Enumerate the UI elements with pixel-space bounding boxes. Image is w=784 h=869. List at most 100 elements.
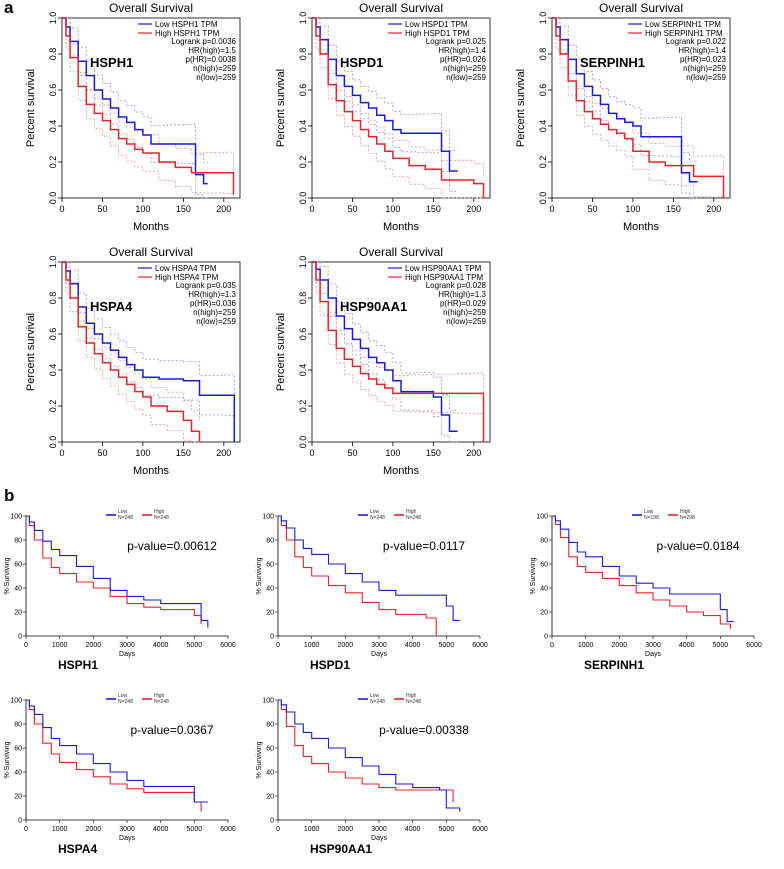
survival-line-low bbox=[312, 261, 458, 432]
y-tick-label: 40 bbox=[14, 586, 22, 593]
panel-a-label: a bbox=[4, 0, 14, 17]
y-tick-label: 60 bbox=[540, 562, 548, 569]
x-tick-label: 5000 bbox=[439, 826, 455, 833]
legend-label-low: Low HSPA4 TPM bbox=[155, 264, 217, 273]
x-tick-label: 100 bbox=[385, 448, 400, 458]
x-tick-label: 50 bbox=[97, 204, 107, 214]
y-axis-label: Percent survival bbox=[275, 69, 287, 147]
y-tick-label: 0.8 bbox=[48, 48, 58, 61]
x-tick-label: 150 bbox=[666, 204, 681, 214]
panel-b-label: b bbox=[4, 486, 15, 505]
ci-band-low-lower bbox=[62, 261, 235, 442]
x-tick-label: 5000 bbox=[187, 642, 203, 649]
x-tick-label: 1000 bbox=[304, 826, 320, 833]
x-tick-label: 3000 bbox=[371, 826, 387, 833]
x-axis-label: Months bbox=[623, 221, 660, 233]
km-plot-hspd1-gepia: Overall Survival 0.0 0.2 0.4 0.6 0.8 1.0 0 50 100… bbox=[275, 1, 491, 233]
y-axis-label: Percent survival bbox=[275, 313, 287, 391]
y-axis-label: Percent survival bbox=[25, 69, 37, 147]
survival-line-low bbox=[26, 699, 208, 803]
x-tick-label: 100 bbox=[385, 204, 400, 214]
stat-text: p(HR)=0.023 bbox=[680, 55, 727, 64]
y-tick-label: 60 bbox=[266, 562, 274, 569]
x-tick-label: 2000 bbox=[612, 642, 628, 649]
survival-line-high bbox=[278, 699, 454, 802]
y-tick-label: 0.4 bbox=[48, 364, 58, 377]
x-tick-label: 6000 bbox=[220, 642, 236, 649]
y-tick-label: 0.2 bbox=[298, 156, 308, 169]
km-plot-hsp90aa1-gepia: Overall Survival 0.0 0.2 0.4 0.6 0.8 1.0 0 50 100… bbox=[275, 245, 491, 477]
x-axis-label: Months bbox=[133, 221, 170, 233]
x-tick-label: 4000 bbox=[405, 642, 421, 649]
y-tick-label: 0.2 bbox=[48, 400, 58, 413]
x-tick-label: 0 bbox=[309, 448, 314, 458]
x-tick-label: 150 bbox=[426, 448, 441, 458]
legend-n-low: N=248 bbox=[370, 515, 385, 521]
y-tick-label: 0.0 bbox=[538, 192, 548, 205]
gene-label-hspd1: HSPD1 bbox=[340, 55, 383, 70]
p-value-text: p-value=0.00338 bbox=[379, 723, 469, 737]
survival-line-high bbox=[26, 515, 202, 624]
survival-line-high bbox=[552, 17, 725, 198]
x-axis-label: Months bbox=[383, 465, 420, 477]
survival-line-high bbox=[26, 699, 202, 812]
ci-band-high-upper bbox=[312, 261, 484, 422]
stat-text: n(low)=259 bbox=[196, 317, 236, 326]
km-plot-hspa4-gepia: Overall Survival 0.0 0.2 0.4 0.6 0.8 1.0 0 50 100… bbox=[25, 245, 241, 477]
plot-frame bbox=[311, 261, 491, 443]
ci-band-low-lower bbox=[62, 17, 208, 199]
y-tick-label: 0 bbox=[18, 818, 22, 825]
x-tick-label: 4000 bbox=[405, 826, 421, 833]
p-value-text: p-value=0.0367 bbox=[130, 723, 213, 737]
gene-label-serpinh1: SERPINH1 bbox=[584, 658, 644, 672]
x-tick-label: 1000 bbox=[52, 826, 68, 833]
legend-label-low: Low HSP90AA1 TPM bbox=[405, 264, 482, 273]
y-tick-label: 20 bbox=[14, 610, 22, 617]
stat-text: HR(high)=1.4 bbox=[438, 46, 486, 55]
chart-title: Overall Survival bbox=[109, 245, 193, 259]
survival-line-low bbox=[62, 261, 236, 442]
y-tick-label: 1.0 bbox=[298, 12, 308, 25]
survival-line-high bbox=[312, 261, 485, 442]
stat-text: Logrank p=0.025 bbox=[426, 37, 487, 46]
chart-title: Overall Survival bbox=[359, 245, 443, 259]
x-tick-label: 3000 bbox=[645, 642, 661, 649]
x-tick-label: 0 bbox=[276, 642, 280, 649]
y-tick-label: 0.8 bbox=[538, 48, 548, 61]
legend-n-high: N=248 bbox=[154, 515, 169, 521]
x-tick-label: 50 bbox=[347, 448, 357, 458]
y-tick-label: 60 bbox=[14, 562, 22, 569]
y-tick-label: 60 bbox=[266, 746, 274, 753]
plot-frame bbox=[551, 17, 731, 199]
y-axis-label: % Surviving bbox=[256, 557, 263, 594]
gene-label-hsp90aa1: HSP90AA1 bbox=[310, 842, 372, 856]
stat-text: Logrank p=0.0036 bbox=[171, 37, 236, 46]
legend-label-low: Low HSPD1 TPM bbox=[405, 20, 468, 29]
stat-text: HR(high)=1.5 bbox=[188, 46, 236, 55]
y-tick-label: 80 bbox=[266, 538, 274, 545]
survival-line-low bbox=[278, 699, 461, 812]
legend-label-low: Low bbox=[118, 509, 128, 515]
ci-band-high-lower bbox=[312, 261, 484, 442]
gene-label-hsph1: HSPH1 bbox=[58, 658, 98, 672]
p-value-text: p-value=0.0117 bbox=[383, 539, 466, 553]
y-axis-label: % Surviving bbox=[4, 557, 11, 594]
stat-text: n(high)=259 bbox=[443, 308, 486, 317]
km-plot-hsph1-gepia: Overall Survival 0.0 0.2 0.4 0.6 0.8 1.0 0 50 100… bbox=[25, 1, 241, 233]
survival-line-low bbox=[552, 515, 734, 623]
survival-line-high bbox=[278, 515, 437, 636]
x-tick-label: 100 bbox=[625, 204, 640, 214]
y-tick-label: 0.0 bbox=[48, 436, 58, 449]
x-tick-label: 0 bbox=[549, 204, 554, 214]
survival-line-high bbox=[552, 515, 731, 629]
x-tick-label: 3000 bbox=[119, 826, 135, 833]
plot-frame bbox=[61, 261, 241, 443]
x-tick-label: 6000 bbox=[472, 826, 488, 833]
legend-label-low: Low bbox=[370, 509, 380, 515]
y-tick-label: 0.2 bbox=[298, 400, 308, 413]
y-tick-label: 0 bbox=[270, 634, 274, 641]
legend-label-high: High bbox=[154, 509, 165, 515]
y-tick-label: 0.4 bbox=[298, 120, 308, 133]
y-tick-label: 100 bbox=[10, 698, 22, 705]
